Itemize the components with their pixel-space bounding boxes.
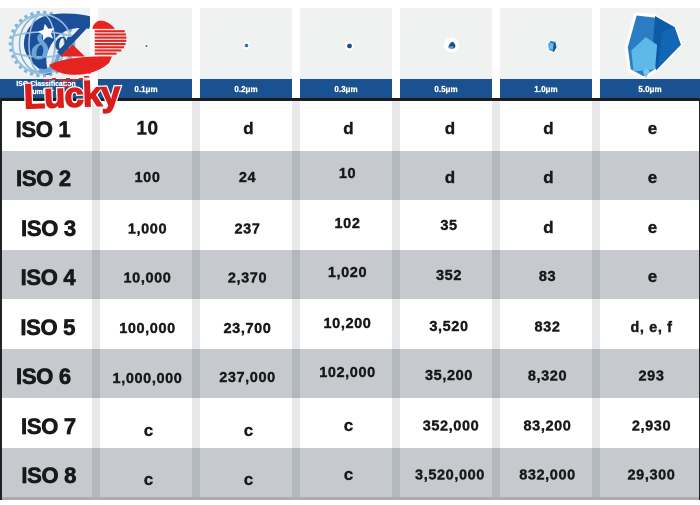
svg-text:Lucky: Lucky (23, 74, 122, 116)
svg-text:α: α (55, 25, 72, 57)
svg-text:Lucky: Lucky (23, 74, 122, 116)
